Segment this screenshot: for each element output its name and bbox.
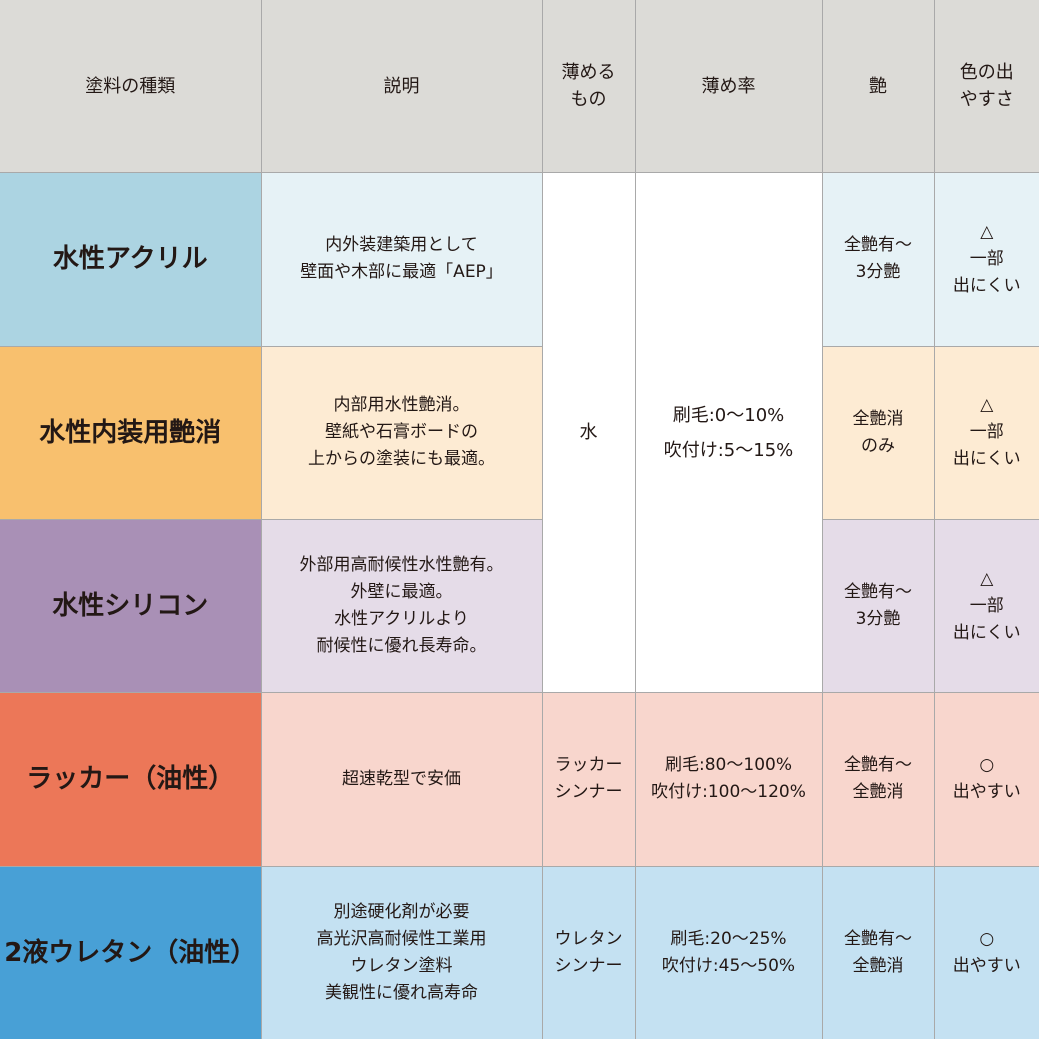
table-row: 2液ウレタン（油性） 別途硬化剤が必要 高光沢高耐候性工業用 ウレタン塗料 美観…: [0, 865, 1039, 1039]
header-color-ease: 色の出 やすさ: [933, 0, 1039, 174]
table-row: 水性内装用艶消 内部用水性艶消。 壁紙や石膏ボードの 上からの塗装にも最適。 全…: [0, 345, 1039, 520]
description: 内部用水性艶消。 壁紙や石膏ボードの 上からの塗装にも最適。: [260, 345, 543, 520]
table-row: ラッカー（油性） 超速乾型で安価 ラッカー シンナー 刷毛:80〜100% 吹付…: [0, 692, 1039, 867]
paint-type: ラッカー（油性）: [0, 692, 262, 867]
thinner: ラッカー シンナー: [541, 692, 636, 867]
thinner-water: 水: [541, 172, 636, 694]
header-row: 塗料の種類 説明 薄める もの 薄め率 艶 色の出 やすさ: [0, 0, 1039, 174]
gloss: 全艶有〜 3分艶: [821, 172, 935, 347]
table-row: 水性アクリル 内外装建築用として 壁面や木部に最適「AEP」 水 刷毛:0〜10…: [0, 172, 1039, 694]
color-ease: △ 一部 出にくい: [933, 518, 1039, 694]
table-row: 水性シリコン 外部用高耐候性水性艶有。 外壁に最適。 水性アクリルより 耐候性に…: [0, 518, 1039, 694]
description: 外部用高耐候性水性艶有。 外壁に最適。 水性アクリルより 耐候性に優れ長寿命。: [260, 518, 543, 694]
color-ease: ○ 出やすい: [933, 692, 1039, 867]
gloss: 全艶有〜 3分艶: [821, 518, 935, 694]
header-paint-type: 塗料の種類: [0, 0, 262, 174]
header-gloss: 艶: [821, 0, 935, 174]
paint-type: 水性シリコン: [0, 518, 262, 694]
gloss: 全艶有〜 全艶消: [821, 692, 935, 867]
description: 内外装建築用として 壁面や木部に最適「AEP」: [260, 172, 543, 347]
header-thinning-ratio: 薄め率: [634, 0, 823, 174]
color-ease: △ 一部 出にくい: [933, 345, 1039, 520]
header-thinner: 薄める もの: [541, 0, 636, 174]
paint-type: 2液ウレタン（油性）: [0, 865, 262, 1039]
thinning-ratio-water: 刷毛:0〜10% 吹付け:5〜15%: [634, 172, 823, 694]
description: 別途硬化剤が必要 高光沢高耐候性工業用 ウレタン塗料 美観性に優れ高寿命: [260, 865, 543, 1039]
color-ease: △ 一部 出にくい: [933, 172, 1039, 347]
gloss: 全艶有〜 全艶消: [821, 865, 935, 1039]
thinning-ratio: 刷毛:80〜100% 吹付け:100〜120%: [634, 692, 823, 867]
thinning-ratio: 刷毛:20〜25% 吹付け:45〜50%: [634, 865, 823, 1039]
thinner: ウレタン シンナー: [541, 865, 636, 1039]
paint-type: 水性内装用艶消: [0, 345, 262, 520]
paint-type: 水性アクリル: [0, 172, 262, 347]
header-description: 説明: [260, 0, 543, 174]
color-ease: ○ 出やすい: [933, 865, 1039, 1039]
description: 超速乾型で安価: [260, 692, 543, 867]
gloss: 全艶消 のみ: [821, 345, 935, 520]
